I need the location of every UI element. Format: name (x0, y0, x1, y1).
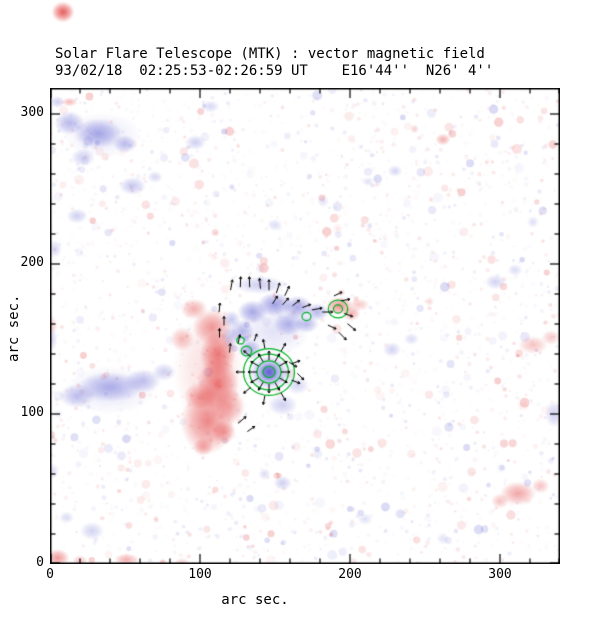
x-tick-label: 200 (338, 567, 362, 582)
chart-subtitle: 93/02/18 02:25:53-02:26:59 UT E16'44'' N… (55, 63, 494, 79)
y-tick-label: 0 (36, 555, 44, 570)
chart-title: Solar Flare Telescope (MTK) : vector mag… (55, 46, 485, 62)
x-axis-label: arc sec. (221, 592, 289, 608)
plot-area (50, 88, 560, 564)
x-tick-label: 100 (188, 567, 212, 582)
x-tick-label: 300 (488, 567, 512, 582)
y-tick-label: 100 (20, 405, 44, 420)
y-axis-label: arc sec. (6, 294, 22, 362)
x-tick-label: 0 (46, 567, 54, 582)
stray-mark (52, 2, 74, 22)
magnetogram-canvas (50, 88, 560, 564)
y-tick-label: 300 (20, 105, 44, 120)
y-tick-label: 200 (20, 255, 44, 270)
